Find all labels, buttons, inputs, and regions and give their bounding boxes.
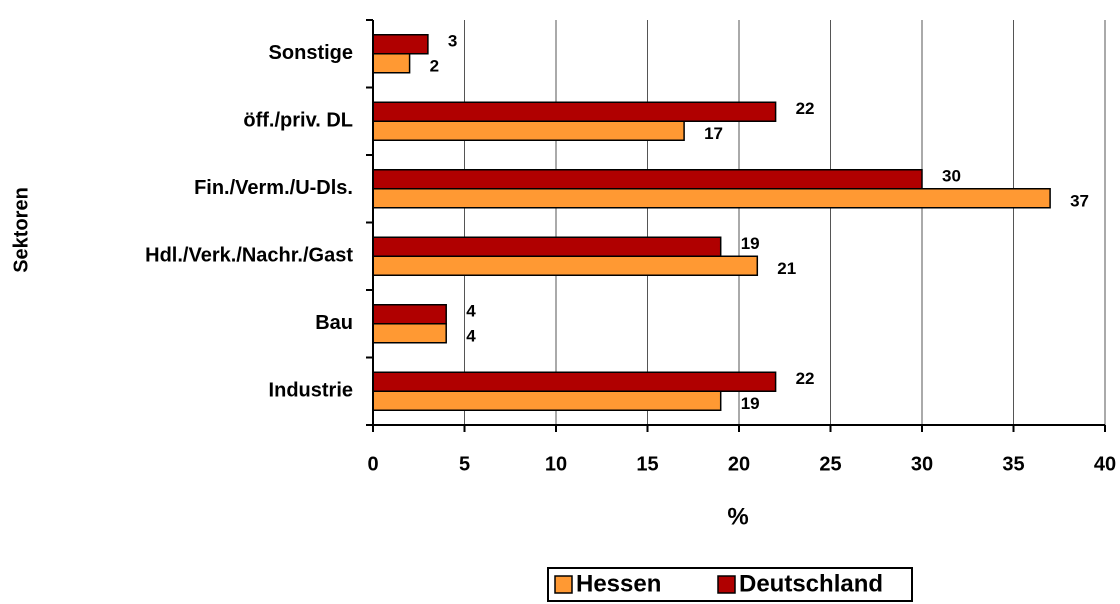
y-tick-label: Bau <box>315 312 353 334</box>
x-tick-label: 35 <box>1002 453 1024 475</box>
legend-swatch <box>554 575 573 594</box>
value-label: 22 <box>796 99 815 118</box>
x-tick-label: 25 <box>819 453 841 475</box>
bar <box>372 323 447 344</box>
value-label: 19 <box>741 394 760 413</box>
value-label: 22 <box>796 369 815 388</box>
bar <box>372 236 722 257</box>
y-axis-label: Sektoren <box>10 187 32 273</box>
value-label: 21 <box>777 259 796 278</box>
legend-label: Hessen <box>576 570 661 597</box>
bar <box>372 53 411 74</box>
bar <box>372 390 722 411</box>
x-tick-label: 5 <box>459 453 470 475</box>
value-label: 37 <box>1070 192 1089 211</box>
x-tick-label: 20 <box>728 453 750 475</box>
x-tick-label: 15 <box>636 453 658 475</box>
bar <box>372 255 759 276</box>
bar <box>372 371 777 392</box>
bar <box>372 169 923 190</box>
y-tick-label: Industrie <box>269 380 353 402</box>
legend-label: Deutschland <box>739 570 883 597</box>
value-label: 17 <box>704 124 723 143</box>
value-label: 30 <box>942 167 961 186</box>
x-tick-label: 40 <box>1094 453 1116 475</box>
bar <box>372 101 777 122</box>
bar <box>372 188 1051 209</box>
bar <box>372 304 447 325</box>
x-tick-label: 30 <box>911 453 933 475</box>
bar <box>372 120 685 141</box>
x-tick-label: 10 <box>545 453 567 475</box>
legend-swatch <box>717 575 736 594</box>
value-label: 4 <box>466 302 476 321</box>
value-label: 4 <box>466 327 476 346</box>
y-tick-label: öff./priv. DL <box>243 110 353 132</box>
value-label: 2 <box>430 57 439 76</box>
x-axis-label: % <box>727 503 748 530</box>
y-tick-label: Sonstige <box>269 42 353 64</box>
value-label: 19 <box>741 234 760 253</box>
x-tick-label: 0 <box>367 453 378 475</box>
y-tick-label: Fin./Verm./U-Dls. <box>194 177 353 199</box>
bar <box>372 34 429 55</box>
y-tick-label: Hdl./Verk./Nachr./Gast <box>145 245 353 267</box>
value-label: 3 <box>448 32 457 51</box>
